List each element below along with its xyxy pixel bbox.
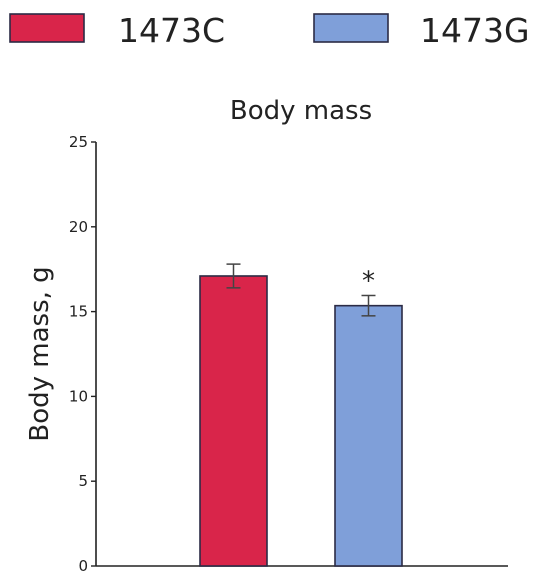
axes: 0 5 10 15 20 25 — [69, 133, 508, 575]
y-tick-label: 0 — [78, 557, 88, 575]
bar-1473C — [199, 275, 268, 567]
y-tick-label: 15 — [69, 303, 88, 321]
bar-1473G — [334, 304, 403, 567]
y-tick-label: 20 — [69, 218, 88, 236]
y-tick-label: 25 — [69, 133, 88, 151]
legend-swatch-1473C — [9, 13, 85, 43]
significance-marker: * — [362, 266, 375, 296]
y-tick-label: 10 — [69, 387, 88, 405]
bars: * — [199, 263, 403, 567]
legend-label-1473C: 1473C — [118, 11, 225, 50]
chart-title: Body mass — [230, 96, 372, 126]
legend-swatch-1473G — [313, 13, 389, 43]
legend-label-1473G: 1473G — [420, 11, 530, 50]
y-tick-label: 5 — [78, 472, 88, 490]
y-axis-label: Body mass, g — [25, 266, 55, 441]
legend: 1473C 1473G — [9, 11, 530, 50]
